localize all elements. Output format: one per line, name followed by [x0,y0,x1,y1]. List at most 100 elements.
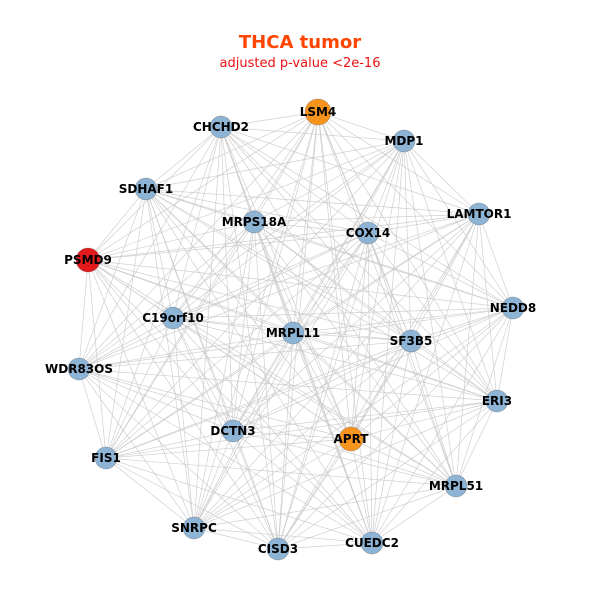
network-node-APRT [338,426,364,452]
network-edge [253,221,514,309]
network-edge [277,213,480,550]
network-edge [317,111,352,440]
network-edge [232,400,498,432]
network-edge [410,340,457,487]
network-edge [410,307,514,342]
node-label-MRPL51: MRPL51 [429,479,483,493]
network-edge [455,400,498,487]
network-edge [145,188,480,215]
labels-layer: LSM4 CHCHD2 MDP1 SDHAF1 LAMTOR1 MRPS18A COX14 P… [45,105,536,556]
network-node-DCTN3 [221,419,245,443]
network-edge [220,111,319,128]
network-edge [232,430,352,440]
network-edge [172,317,498,402]
network-edge [145,188,174,319]
network-edge [350,438,373,544]
network-edge [78,332,294,370]
network-edge [292,232,369,334]
network-edge [292,307,514,334]
network-node-COX14 [356,221,380,245]
network-edge [193,400,498,529]
network-edge [145,188,279,550]
network-edge [350,140,405,440]
network-edge [87,232,369,261]
network-edge [478,213,514,309]
network-edge [193,232,369,529]
network-edge [277,140,405,550]
network-edge [105,232,369,459]
network-node-LSM4 [304,98,332,126]
network-edge [232,111,319,432]
network-edge [193,430,234,529]
network-edge [403,140,480,215]
network-edge [145,188,294,334]
node-label-APRT: APRT [334,432,370,446]
node-label-C19orf10: C19orf10 [142,311,204,325]
network-edge [78,368,352,440]
network-edge [105,126,222,459]
node-label-SNRPC: SNRPC [171,521,217,535]
network-edge [220,126,352,440]
network-edge [105,457,373,544]
network-edge [105,111,319,459]
network-edge [371,307,514,544]
network-edge [105,438,352,459]
network-edge [87,259,514,309]
network-edge [105,400,498,459]
network-edge [78,340,412,370]
network-edge [220,126,514,309]
network-edge [145,188,373,544]
network-edge [78,140,405,370]
network-edge [232,332,294,432]
network-edge [145,126,222,190]
network-edge [105,221,255,459]
network-edge [410,213,480,342]
network-edge [105,340,412,459]
network-node-PSMD9 [75,247,101,273]
network-edge [87,259,294,334]
network-node-C19orf10 [161,306,185,330]
network-edge [87,259,412,342]
network-edge [371,485,457,544]
network-edge [220,126,412,342]
network-edge [253,221,369,234]
network-edge [78,368,234,432]
node-label-LSM4: LSM4 [300,105,337,119]
network-node-SDHAF1 [134,177,158,201]
network-edge [193,307,514,529]
network-edge [371,400,498,544]
node-label-COX14: COX14 [346,226,391,240]
network-edge [172,140,405,319]
network-edge [87,213,480,261]
plot-title: THCA tumor [239,32,361,53]
network-node-WDR83OS [67,357,91,381]
network-edge [78,232,369,370]
network-edge [87,111,319,261]
network-edge [78,368,107,459]
network-edge [78,368,373,544]
network-edge [105,307,514,459]
node-label-PSMD9: PSMD9 [64,253,112,267]
network-node-MRPS18A [242,210,266,234]
network-edge [292,332,457,487]
network-edge [350,438,457,487]
network-edge [317,111,514,309]
network-edge [277,438,352,550]
network-edge [105,188,147,459]
network-edge [277,307,514,550]
network-edge [105,457,279,550]
network-node-SF3B5 [399,329,423,353]
network-edge [193,126,222,529]
network-node-SNRPC [182,516,206,540]
node-label-SF3B5: SF3B5 [390,334,433,348]
network-edge [193,438,352,529]
network-node-FIS1 [94,446,118,470]
network-edge [145,188,412,342]
network-edge [317,111,405,142]
network-edge [87,259,457,487]
network-edge [350,340,412,440]
network-edge [87,259,279,550]
node-label-WDR83OS: WDR83OS [45,362,113,376]
